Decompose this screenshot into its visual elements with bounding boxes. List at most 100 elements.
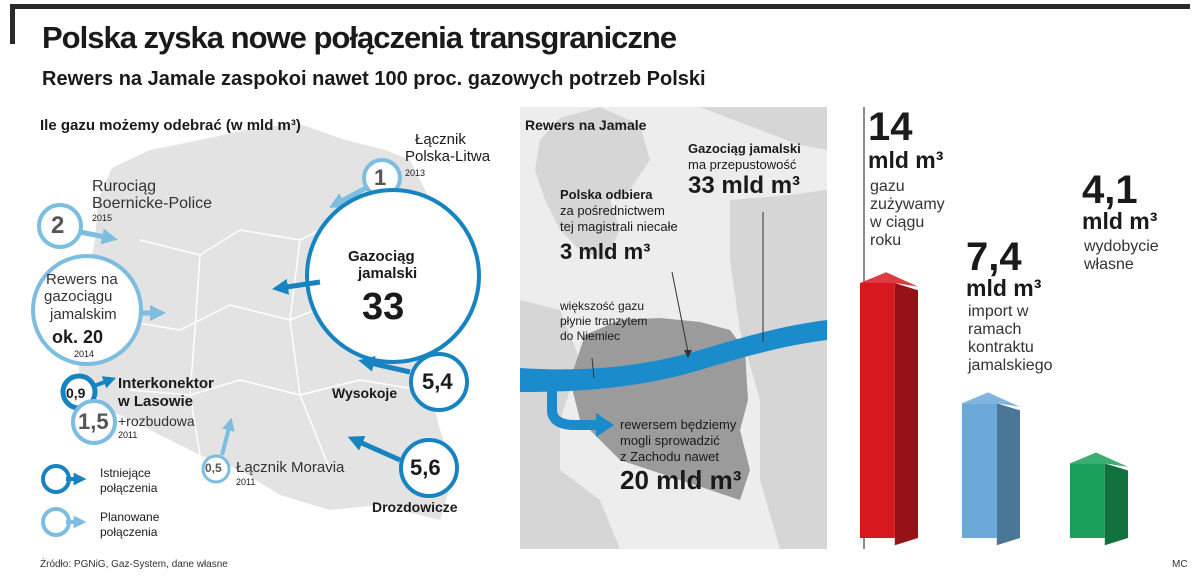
bar-desc-0-2: w ciągu	[870, 214, 925, 231]
source-note: Źródło: PGNiG, Gaz-System, dane własne	[40, 559, 228, 570]
connection-circle-drozdowicze	[399, 438, 459, 498]
reverse-label-1: rewersem będziemy	[620, 417, 737, 432]
bar-desc-0-1: zużywamy	[870, 196, 945, 213]
transit-label-1: większość gazu	[560, 299, 645, 313]
east-land	[730, 190, 827, 549]
credit: MC	[1172, 559, 1188, 570]
transit-label-2: płynie tranzytem	[560, 314, 648, 328]
rewers-label-2: gazociągu	[44, 288, 113, 305]
middle-heading: Rewers na Jamale	[525, 117, 647, 133]
bar-value-label-2: 4,1	[1082, 168, 1138, 212]
legend-planned-label-1: Planowane	[100, 510, 160, 524]
transit-label-3: do Niemiec	[560, 329, 621, 343]
leader-transit	[591, 357, 595, 379]
connection-circle-rewers	[31, 254, 143, 366]
bar-front-0	[860, 283, 895, 538]
reverse-label-3: z Zachodu nawet	[620, 449, 720, 464]
arrow-litwa	[328, 185, 368, 208]
legend-existing-symbol	[41, 464, 71, 494]
bar-front-1	[962, 403, 997, 538]
lasow-extra: +rozbudowa	[118, 413, 195, 429]
bar-unit-label-2: mld m³	[1082, 208, 1158, 234]
bar-desc-0-0: gazu	[870, 178, 905, 195]
page-subtitle: Rewers na Jamale zaspokoi nawet 100 proc…	[42, 68, 706, 90]
police-value: 2	[51, 212, 65, 239]
yamal-pipeline	[520, 320, 827, 392]
west-land	[520, 300, 620, 549]
lasow-label-1: Interkonektor	[118, 375, 214, 392]
bar-desc-1-3: jamalskiego	[968, 357, 1053, 374]
lasow-label-2: w Lasowie	[118, 393, 194, 410]
rewers-year: 2014	[74, 349, 95, 359]
litwa-value: 1	[374, 165, 387, 190]
lasow-year: 2011	[118, 430, 138, 440]
connection-circle-05	[201, 454, 231, 484]
bar-top-1	[962, 392, 1020, 407]
bar-unit-label-1: mld m³	[966, 275, 1042, 301]
police-label-1: Rurociąg	[92, 178, 157, 195]
bar-desc-1-1: ramach	[968, 321, 1022, 338]
wysokoje-value: 5,4	[422, 369, 453, 394]
arrow-police	[79, 228, 118, 245]
lasow-planned-value: 1,5	[78, 409, 109, 434]
drozdowicze-label: Drozdowicze	[372, 499, 458, 515]
connection-circle-jamal	[305, 188, 481, 364]
jamal-label-2: jamalski	[358, 265, 418, 282]
rewers-value: ok. 20	[52, 327, 104, 347]
moravia-label: Łącznik Moravia	[236, 459, 345, 476]
arrow-wysokoje	[358, 355, 411, 375]
arrow-05	[220, 417, 235, 456]
header-rule	[10, 4, 1190, 9]
connection-circle-police	[37, 203, 83, 249]
poland-label-1: Polska odbiera	[560, 187, 653, 202]
moravia-year: 2011	[236, 477, 256, 487]
bar-desc-2-1: własne	[1084, 256, 1134, 273]
pipeline-label-1: Gazociąg jamalski	[688, 141, 801, 156]
bar-value-label-1: 7,4	[966, 235, 1022, 279]
poland-label-2: za pośrednictwem	[560, 203, 665, 218]
jamal-label-1: Gazociąg	[348, 248, 415, 265]
page-title: Polska zyska nowe połączenia transgranic…	[42, 20, 677, 55]
bar-side-1	[996, 403, 1020, 546]
rewers-label-1: Rewers na	[46, 271, 118, 288]
connection-circle-wysokoje	[409, 352, 469, 412]
litwa-label-2: Polska-Litwa	[405, 148, 491, 165]
pipeline-value: 33 mld m³	[688, 172, 801, 199]
connection-circle-15	[71, 399, 117, 445]
poland-value: 3 mld m³	[560, 239, 651, 264]
left-panel-heading: Ile gazu możemy odebrać (w mld m³)	[40, 117, 301, 134]
wysokoje-label: Wysokoje	[332, 385, 398, 401]
litwa-year: 2013	[405, 168, 426, 178]
police-year: 2015	[92, 213, 113, 223]
bar-top-2	[1070, 452, 1128, 467]
legend-planned-symbol	[41, 507, 71, 537]
arrow-09	[93, 376, 116, 389]
drozdowicze-value: 5,6	[410, 455, 441, 480]
leader-poland	[671, 271, 689, 353]
reverse-arrow	[547, 380, 603, 430]
reverse-arrow-head	[596, 413, 614, 437]
pipeline-label-2: ma przepustowość	[688, 157, 797, 172]
police-label-2: Boernicke-Police	[92, 195, 213, 212]
bar-side-2	[1104, 463, 1128, 546]
bar-desc-1-0: import w	[968, 303, 1029, 320]
reverse-value: 20 mld m³	[620, 465, 742, 495]
legend-existing-label-2: połączenia	[100, 481, 158, 495]
lasow-existing-value: 0,9	[66, 385, 86, 401]
arrow-drozdowicze	[347, 435, 402, 463]
bar-chart	[860, 272, 1128, 546]
leader-poland-arrow	[684, 350, 692, 358]
bar-desc-0-3: roku	[870, 232, 902, 249]
litwa-label-1: Łącznik	[415, 131, 466, 148]
moravia-value: 0,5	[205, 461, 222, 475]
bar-unit-label-0: mld m³	[868, 147, 944, 173]
bar-desc-2-0: wydobycie	[1084, 238, 1159, 255]
bar-desc-1-2: kontraktu	[968, 339, 1034, 356]
arrow-jamal	[272, 278, 321, 295]
legend-planned-label-2: połączenia	[100, 525, 158, 539]
bar-side-0	[894, 283, 918, 546]
header-corner	[10, 4, 15, 44]
sweden-land	[535, 107, 650, 260]
jamal-value: 33	[362, 286, 405, 328]
bar-front-2	[1070, 463, 1105, 538]
